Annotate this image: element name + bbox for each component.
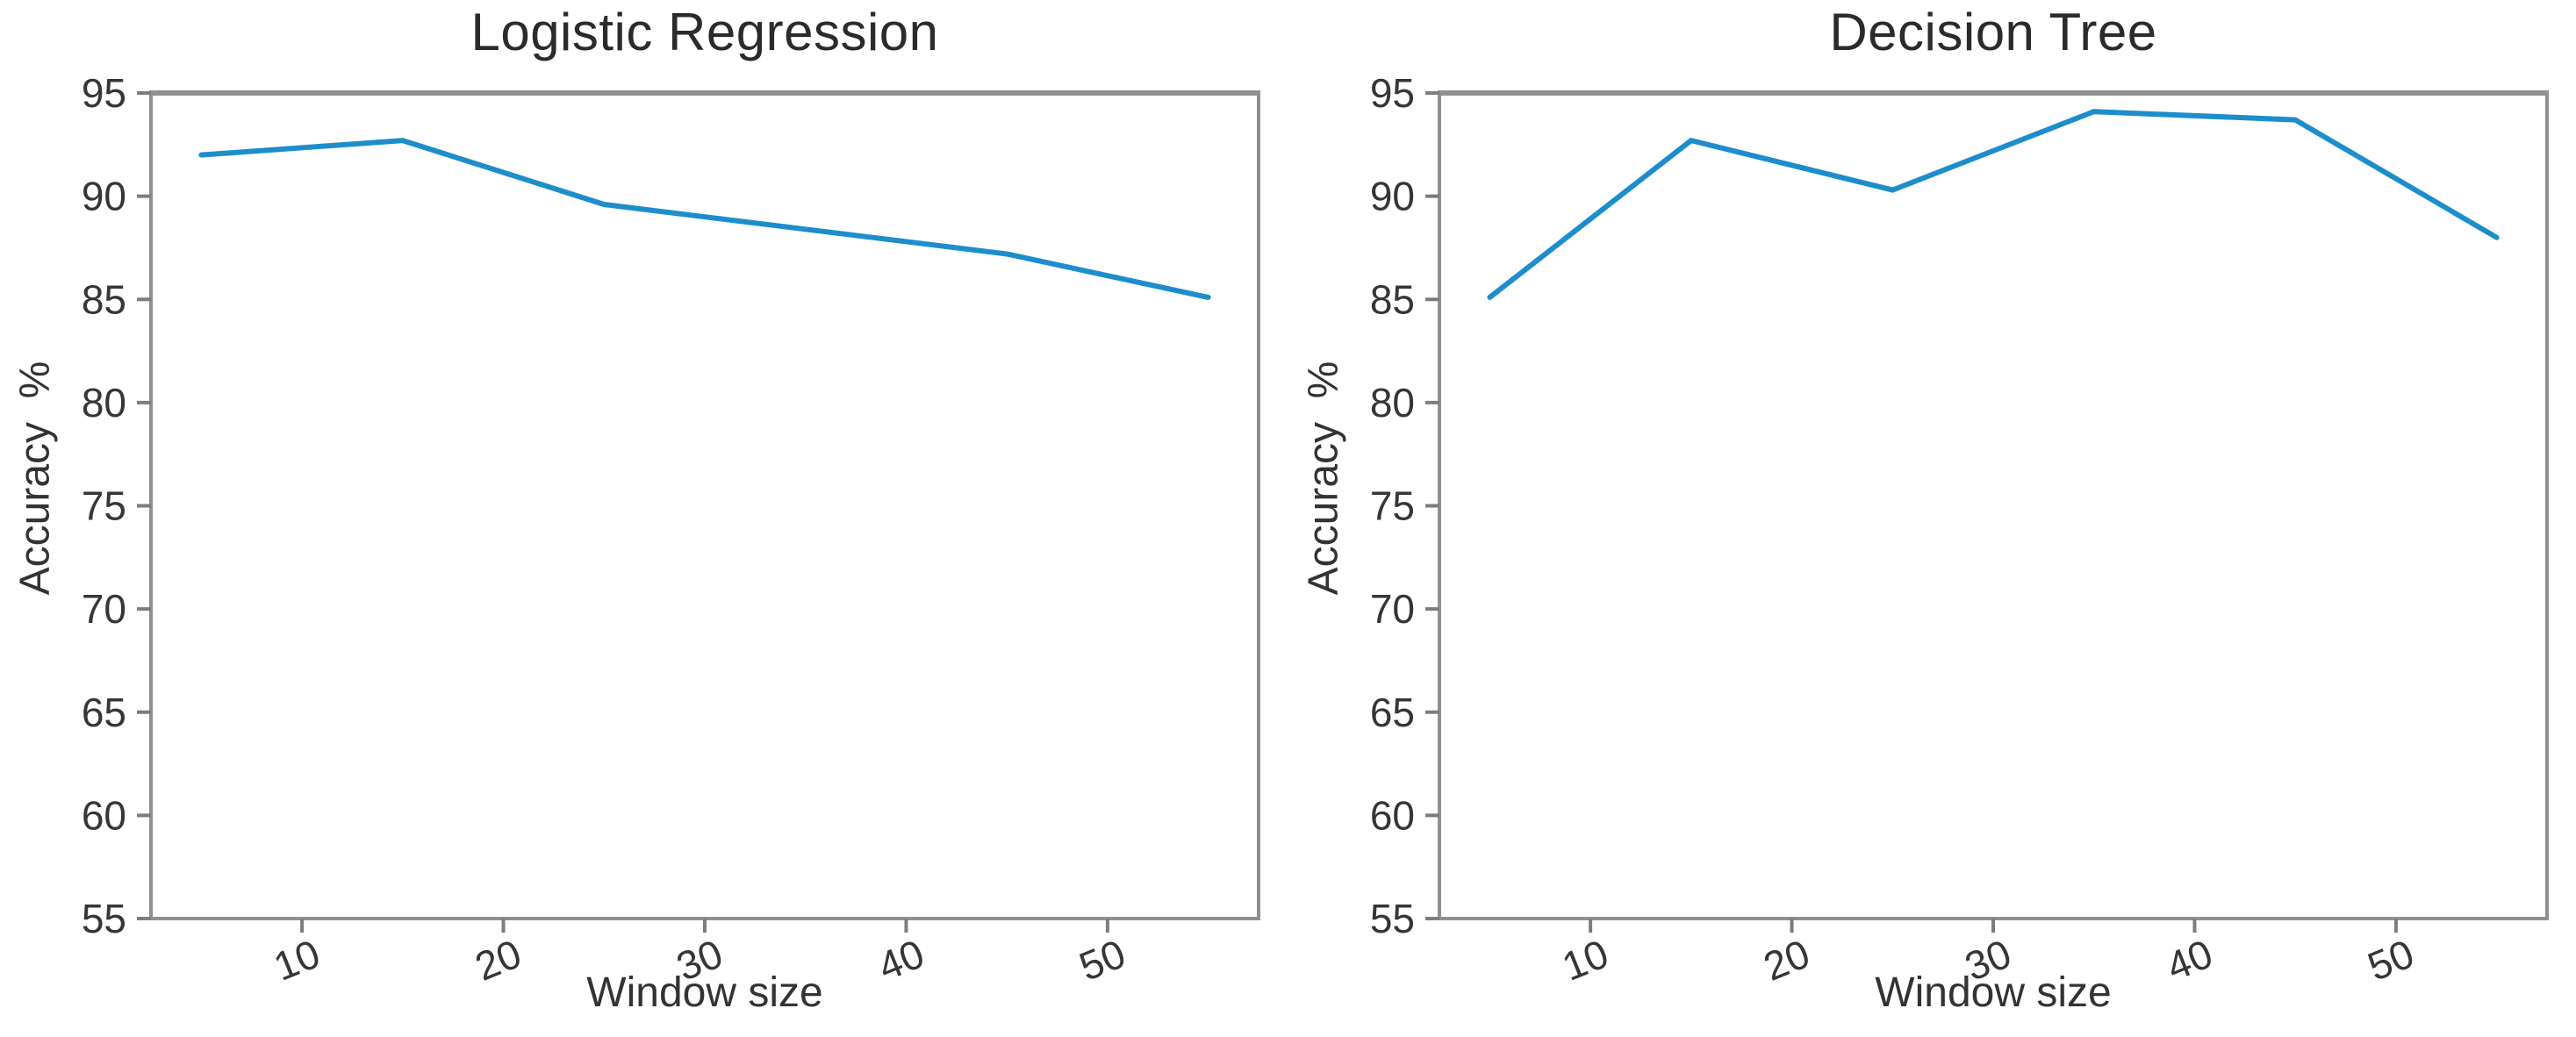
chart-decision-tree: Decision Tree 95 90 85 80 75 70 65 60 55 10 20 30 40… xyxy=(1288,0,2576,1037)
plot-border xyxy=(1438,91,2549,920)
x-axis-label: Window size xyxy=(586,969,823,1016)
y-tick-label: 80 xyxy=(82,380,126,426)
y-tick-label: 60 xyxy=(82,792,126,838)
y-tick-label: 85 xyxy=(1370,276,1415,322)
y-axis-label: Accuracy % xyxy=(1300,361,1347,596)
x-axis-label: Window size xyxy=(1875,969,2112,1016)
y-axis-label: Accuracy % xyxy=(11,361,59,596)
y-tick-label: 75 xyxy=(1370,483,1415,529)
data-line xyxy=(1487,109,2500,300)
chart-title: Decision Tree xyxy=(1829,3,2157,61)
y-tick-label: 95 xyxy=(82,70,126,116)
y-tick-label: 95 xyxy=(1370,70,1415,116)
y-tick-label: 65 xyxy=(82,690,126,735)
chart-logistic-regression: Logistic Regression 95 90 85 80 75 70 65 60 55 10… xyxy=(11,3,1260,1016)
y-tick-label: 75 xyxy=(82,483,126,529)
y-tick-label: 90 xyxy=(1370,174,1415,219)
data-line xyxy=(198,138,1211,300)
y-tick-label: 65 xyxy=(1370,690,1415,735)
y-tick-label: 85 xyxy=(82,276,126,322)
y-tick-label: 90 xyxy=(82,174,126,219)
y-tick-label: 70 xyxy=(82,586,126,632)
y-tick-label: 70 xyxy=(1370,586,1415,632)
y-tick-label: 55 xyxy=(82,896,126,941)
y-tick-label: 60 xyxy=(1370,792,1415,838)
y-tick-label: 80 xyxy=(1370,380,1415,426)
chart-title: Logistic Regression xyxy=(470,3,939,61)
y-tick-label: 55 xyxy=(1370,896,1415,941)
